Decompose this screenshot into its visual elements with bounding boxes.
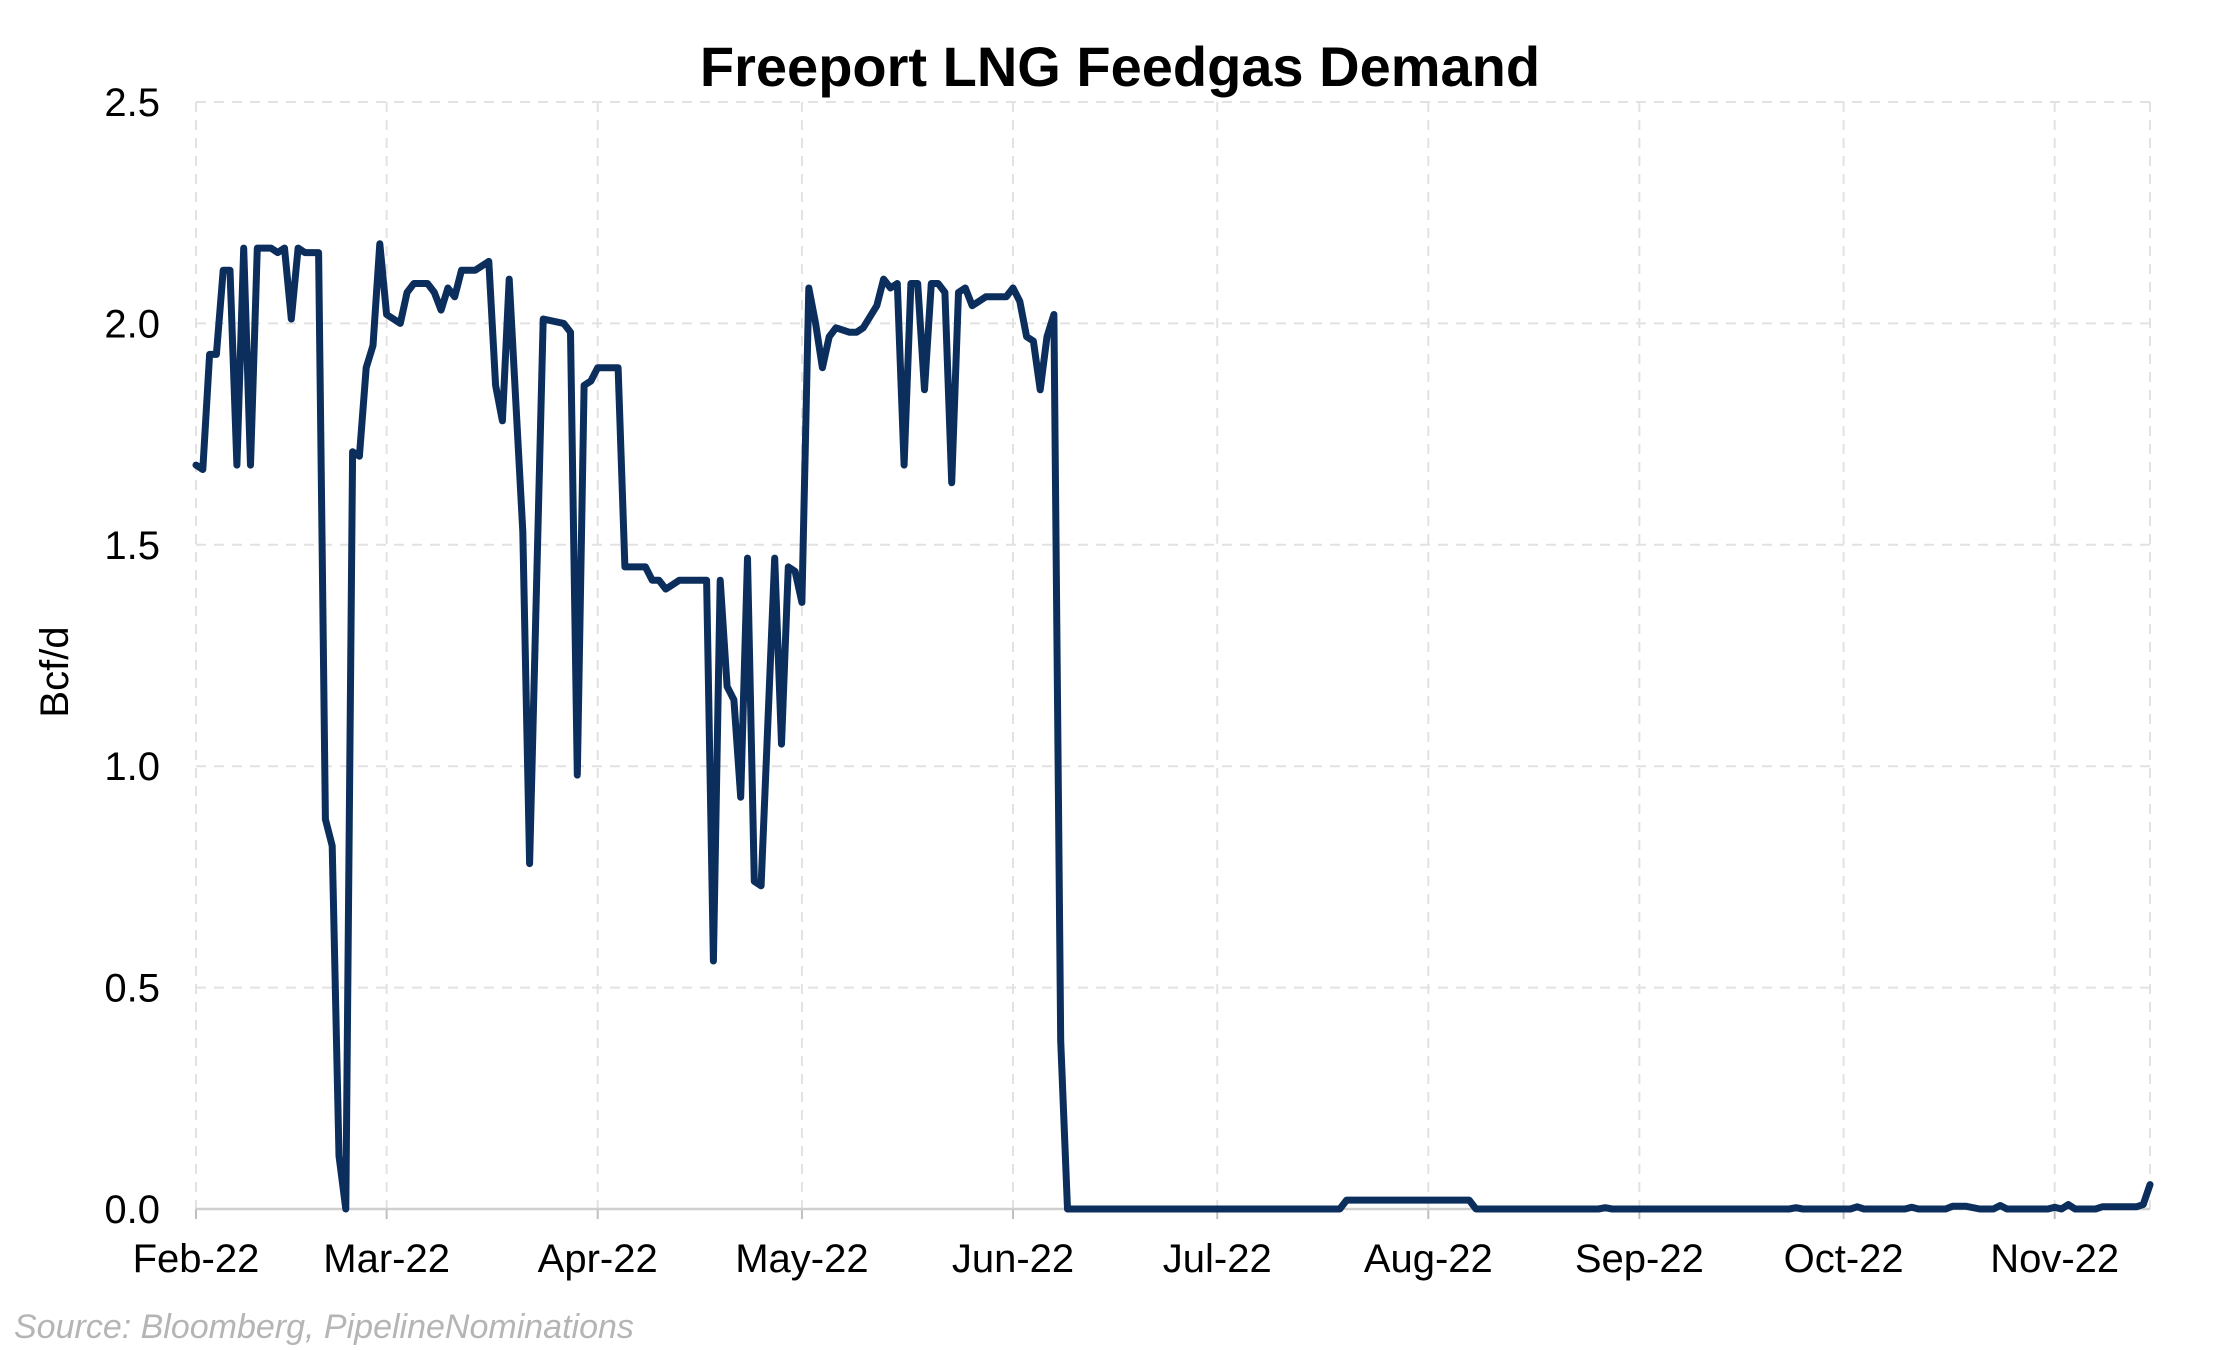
y-tick-label: 1.5 bbox=[104, 524, 160, 568]
y-tick-label: 1.0 bbox=[104, 745, 160, 789]
y-tick-label: 2.0 bbox=[104, 302, 160, 346]
y-tick-label: 0.5 bbox=[104, 967, 160, 1011]
x-tick-label: Sep-22 bbox=[1575, 1237, 1704, 1281]
y-tick-label: 2.5 bbox=[104, 81, 160, 125]
x-tick-label: Aug-22 bbox=[1364, 1237, 1493, 1281]
y-tick-label: 0.0 bbox=[104, 1188, 160, 1232]
x-tick-label: Apr-22 bbox=[538, 1237, 658, 1281]
x-tick-label: Feb-22 bbox=[133, 1237, 260, 1281]
x-tick-label: May-22 bbox=[735, 1237, 868, 1281]
x-axis-tick-labels: Feb-22 Mar-22 Apr-22 May-22 Jun-22 Jul-22 Aug-… bbox=[133, 1237, 2120, 1281]
y-axis-tick-labels: 0.0 0.5 1.0 1.5 2.0 2.5 bbox=[104, 81, 160, 1232]
x-tick-label: Jul-22 bbox=[1163, 1237, 1272, 1281]
series-layer bbox=[192, 240, 2154, 1213]
series-line-feedgas-demand bbox=[192, 240, 2154, 1213]
source-note: Source: Bloomberg, PipelineNominations bbox=[14, 1308, 634, 1346]
chart-title: Freeport LNG Feedgas Demand bbox=[700, 35, 1540, 98]
x-tick-label: Mar-22 bbox=[323, 1237, 450, 1281]
x-tick-label: Jun-22 bbox=[952, 1237, 1074, 1281]
x-tick-label: Oct-22 bbox=[1784, 1237, 1904, 1281]
y-axis-label: Bcf/d bbox=[33, 626, 77, 717]
x-tick-label: Nov-22 bbox=[1990, 1237, 2119, 1281]
